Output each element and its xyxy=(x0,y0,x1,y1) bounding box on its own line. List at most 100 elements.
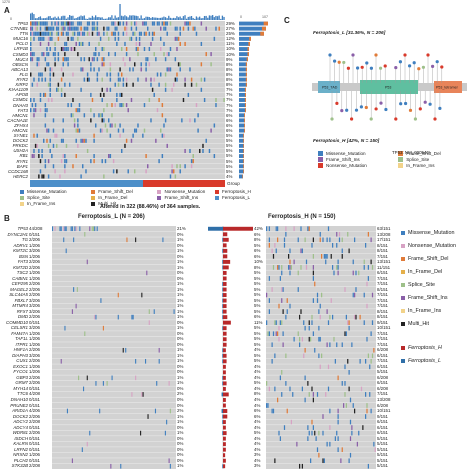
gene-frequency-bar xyxy=(239,143,244,148)
mutation-cell xyxy=(166,52,168,57)
mutation-cell xyxy=(39,21,42,26)
comparison-bar-l xyxy=(222,420,223,425)
tmb-bar xyxy=(98,16,100,20)
mutation-cell xyxy=(135,21,138,26)
mutation-cell xyxy=(69,21,71,26)
mutation-cell xyxy=(184,82,186,87)
gene-frequency-bar xyxy=(239,113,245,118)
mutation-cell xyxy=(101,62,103,67)
mutation-cell xyxy=(321,254,323,259)
mutation-cell xyxy=(30,36,32,41)
mutation-cell xyxy=(153,31,155,36)
mutation-cell xyxy=(148,320,150,326)
mutation-cell xyxy=(288,265,290,270)
comparison-bar-h xyxy=(223,243,227,248)
mutation-cell xyxy=(52,128,55,133)
comparison-bar-h xyxy=(223,270,227,275)
gene-label: LRP1B xyxy=(14,46,28,52)
tmb-bar xyxy=(38,17,40,20)
mutation-cell xyxy=(148,309,150,314)
comparison-bar-h xyxy=(223,353,227,358)
mutation-cell xyxy=(47,26,50,31)
tmb-bar xyxy=(52,17,55,20)
gene-frequency-bar-secondary xyxy=(248,41,250,46)
mutation-cell xyxy=(341,254,343,259)
tmb-bar xyxy=(54,16,56,20)
mutation-cell xyxy=(57,87,60,92)
comparison-bar-h xyxy=(223,326,227,331)
comparison-bar-h xyxy=(223,398,226,402)
mutation-cell xyxy=(312,237,314,243)
mutation-cell xyxy=(363,265,365,270)
mutation-cell xyxy=(360,386,363,392)
panel-a: A 1270 0 TP53 CTNNB1 TTN MUC16 PCLO LRP1B CSMD… xyxy=(0,0,272,210)
mutation-cell xyxy=(30,72,32,77)
lollipop-head-bottom xyxy=(433,117,437,121)
legend-swatch xyxy=(398,163,404,168)
mutation-cell xyxy=(88,31,90,36)
mutation-cell xyxy=(153,309,155,314)
gene-label: DIAPH3 xyxy=(12,352,28,358)
mutation-cell xyxy=(275,331,277,337)
mutation-cell xyxy=(285,353,287,359)
mutation-cell xyxy=(33,97,35,103)
mutation-cell xyxy=(343,403,345,408)
mutation-cell xyxy=(125,347,127,353)
tmb-bar xyxy=(109,17,111,20)
mutation-cell xyxy=(305,259,308,265)
mutation-cell xyxy=(90,62,92,67)
mutation-cell xyxy=(47,41,50,46)
mutation-cell xyxy=(125,82,128,87)
mutation-cell xyxy=(98,113,100,118)
mutation-cell xyxy=(65,41,68,46)
mutation-cell xyxy=(101,128,103,133)
mutation-cell xyxy=(86,375,88,381)
mutation-cell xyxy=(160,72,162,77)
mutation-cell xyxy=(135,36,138,41)
mutation-cell xyxy=(34,143,37,148)
mutation-cell xyxy=(52,26,55,31)
left-count: 2/206 xyxy=(29,430,40,436)
right-count: 8/151 xyxy=(377,308,388,314)
mutation-cell xyxy=(91,57,94,62)
left-percent: 2% xyxy=(177,408,184,414)
lollipop-head-bottom xyxy=(364,105,368,110)
legend-label: In_Frame_Ins xyxy=(406,163,435,168)
tmb-bar xyxy=(173,17,175,20)
tmb-bar xyxy=(181,18,183,20)
legend-label: Frame_Shift_Del xyxy=(98,189,133,194)
mutation-cell xyxy=(112,31,115,36)
mutation-cell xyxy=(327,226,330,232)
mutation-cell xyxy=(89,430,91,436)
mutation-cell xyxy=(218,26,220,31)
mutation-cell xyxy=(304,325,306,331)
mutation-cell xyxy=(266,403,268,408)
mutation-cell xyxy=(278,325,280,331)
legend-item: In_Frame_Ins xyxy=(401,308,473,314)
mutation-cell xyxy=(319,231,321,237)
mutation-cell xyxy=(125,21,128,26)
mutation-cell xyxy=(124,62,126,67)
mutation-cell xyxy=(366,336,368,342)
mutation-cell xyxy=(36,133,38,138)
mutation-cell xyxy=(147,26,149,31)
mutation-cell xyxy=(132,314,134,320)
comparison-bar-h xyxy=(223,403,226,408)
right-count: 5/151 xyxy=(377,369,388,375)
mutation-cell xyxy=(354,292,356,298)
mutation-cell xyxy=(341,237,343,243)
mutation-cell xyxy=(125,31,128,36)
mutation-cell xyxy=(49,36,51,41)
comparison-bar-h xyxy=(223,232,228,237)
mutation-cell xyxy=(164,21,167,26)
mutation-cell xyxy=(99,128,102,133)
mutation-cell xyxy=(47,128,50,133)
tmb-bar xyxy=(192,17,194,20)
gene-frequency-bars xyxy=(239,21,268,179)
mutation-cell xyxy=(77,31,79,36)
right-percent: 4% xyxy=(254,402,261,408)
mutation-cell xyxy=(125,52,128,57)
right-percent: 4% xyxy=(254,374,261,380)
mutation-cell xyxy=(176,46,178,52)
legend-swatch xyxy=(401,283,405,287)
